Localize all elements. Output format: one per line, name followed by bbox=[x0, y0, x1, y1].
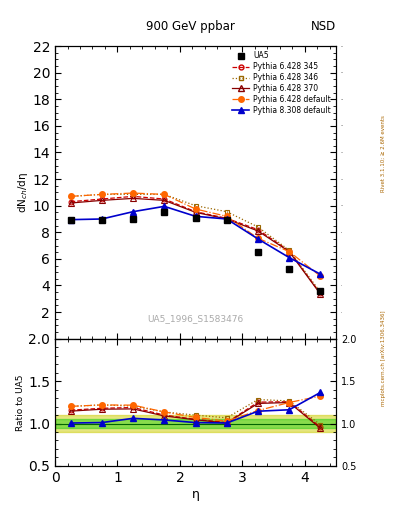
Text: 900 GeV ppbar: 900 GeV ppbar bbox=[146, 20, 235, 33]
Bar bbox=[55, 415, 336, 432]
Y-axis label: dN$_{ch}$/dη: dN$_{ch}$/dη bbox=[16, 172, 29, 213]
Text: NSD: NSD bbox=[311, 20, 336, 33]
Y-axis label: Ratio to UA5: Ratio to UA5 bbox=[17, 374, 26, 431]
Legend: UA5, Pythia 6.428 345, Pythia 6.428 346, Pythia 6.428 370, Pythia 6.428 default,: UA5, Pythia 6.428 345, Pythia 6.428 346,… bbox=[231, 50, 332, 117]
Text: mcplots.cern.ch [arXiv:1306.3436]: mcplots.cern.ch [arXiv:1306.3436] bbox=[381, 311, 386, 406]
Bar bbox=[55, 419, 336, 428]
X-axis label: η: η bbox=[191, 487, 200, 501]
Text: UA5_1996_S1583476: UA5_1996_S1583476 bbox=[147, 314, 244, 323]
Text: Rivet 3.1.10; ≥ 2.6M events: Rivet 3.1.10; ≥ 2.6M events bbox=[381, 115, 386, 192]
